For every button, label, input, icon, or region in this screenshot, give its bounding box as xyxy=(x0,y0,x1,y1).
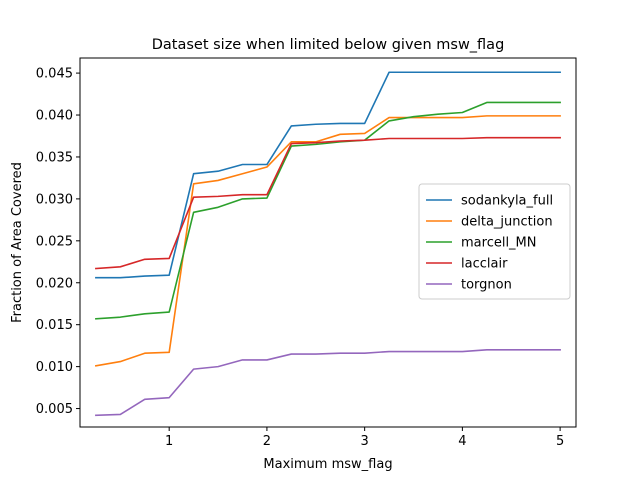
legend-box xyxy=(418,183,571,300)
legend: sodankyla_full delta_junction marcell_MNla… xyxy=(418,183,571,300)
legend-label-lacclair: lacclair xyxy=(461,257,508,272)
y-tick-label: 0.040 xyxy=(36,109,73,124)
x-axis-label: Maximum msw_flag xyxy=(263,457,392,472)
series-line-sodankyla_full xyxy=(95,71,561,279)
x-axis: 1 2 3 4 5 xyxy=(165,427,564,449)
y-tick-label: 0.005 xyxy=(36,402,73,417)
legend-label-marcell_MN: marcell_MN xyxy=(461,236,537,251)
legend-label-sodankyla_full: sodankyla_full xyxy=(461,194,553,209)
y-tick-label: 0.025 xyxy=(36,234,73,249)
x-tick-label: 5 xyxy=(556,434,564,449)
y-tick-label: 0.035 xyxy=(36,150,73,165)
series-line-marcell_MN xyxy=(95,101,561,320)
series-line-lacclair xyxy=(95,136,561,270)
x-tick-label: 4 xyxy=(458,434,466,449)
y-tick-label: 0.010 xyxy=(36,360,73,375)
series-line-delta_junction xyxy=(94,115,561,367)
x-tick-label: 1 xyxy=(165,434,173,449)
y-tick-label: 0.045 xyxy=(36,67,73,82)
legend-label-delta_junction: delta_junction xyxy=(461,215,553,230)
series-line-torgnon xyxy=(95,349,561,417)
y-axis: 0.005 0.010 0.015 0.020 0.025 0.030 0.035 0.040… xyxy=(36,67,80,417)
y-tick-label: 0.015 xyxy=(36,318,73,333)
y-tick-label: 0.030 xyxy=(36,192,73,207)
plot-frame xyxy=(79,57,577,428)
x-tick-label: 2 xyxy=(263,434,271,449)
series-layer xyxy=(94,71,561,417)
y-axis-label: Fraction of Area Covered xyxy=(10,162,25,323)
legend-label-torgnon: torgnon xyxy=(461,278,512,293)
x-tick-label: 3 xyxy=(361,434,369,449)
y-tick-label: 0.020 xyxy=(36,276,73,291)
chart-title: Dataset size when limited below given ms… xyxy=(152,37,505,53)
